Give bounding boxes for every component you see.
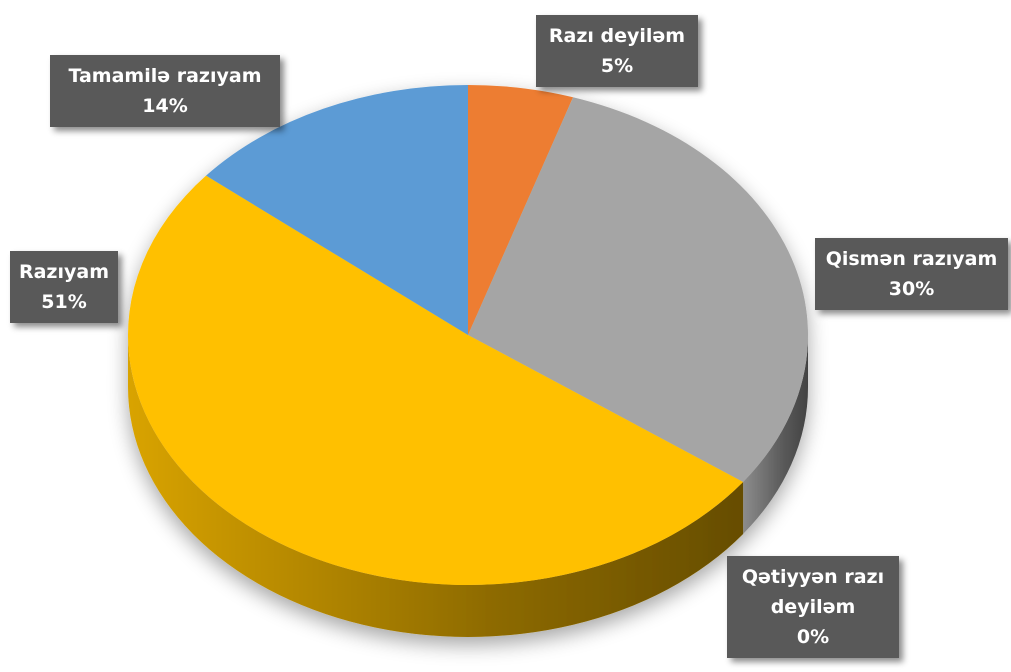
slice [206,85,468,335]
slice-top [468,85,574,335]
label-category: Qətiyyən razı deyiləm [741,566,885,618]
pie [128,85,808,638]
label-category: Razı deyiləm [548,25,686,47]
slice [128,175,744,638]
label-category: Qismən razıyam [825,248,998,270]
slice-top [206,85,468,335]
label-value: 30% [888,278,935,300]
slice-side-shade [743,335,808,534]
label-category: Tamamilə razıyam [68,65,262,87]
data-label: Razı deyiləm 5% [536,15,698,87]
slice-top [468,97,808,482]
label-value: 14% [142,95,188,117]
label-value: 5% [600,55,634,77]
slice-side-shade [128,335,744,638]
data-label: Tamamilə razıyam 14% [50,55,280,127]
slice-top [128,175,744,585]
data-label: Qismən razıyam 30% [815,238,1008,310]
data-label: Qətiyyən razı deyiləm 0% [727,556,899,658]
label-value: 51% [41,291,87,313]
data-label: Razıyam 51% [10,251,118,323]
slice [468,97,808,534]
slice [468,85,574,335]
label-category: Razıyam [18,261,110,283]
label-value: 0% [796,626,830,648]
